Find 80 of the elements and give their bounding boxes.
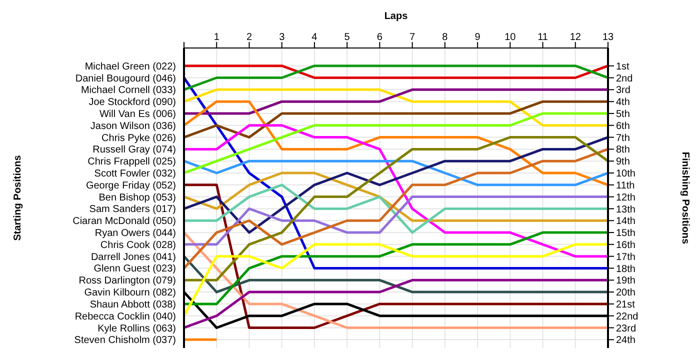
line-series (184, 184, 608, 234)
line-series (184, 136, 608, 234)
y-tick-label: 17th (616, 252, 636, 263)
series-label: Ciaran McDonald (050) (72, 216, 176, 228)
series-label: Jason Wilson (036) (90, 120, 176, 132)
y-tick-label: 8th (616, 144, 630, 156)
y-tick-label: 23rd (616, 323, 636, 334)
x-tick-label: 4 (312, 32, 318, 43)
series-label: Scott Fowler (032) (94, 168, 176, 180)
series-label: Daniel Bougourd (046) (75, 73, 176, 84)
series-label: George Friday (052) (86, 180, 176, 192)
series-label: Michael Green (022) (84, 61, 176, 72)
series-label: Ben Bishop (053) (98, 192, 176, 204)
line-series (184, 100, 608, 139)
y-tick-label: 3rd (616, 85, 630, 96)
x-axis-title: Laps (384, 11, 408, 22)
line-series (184, 100, 608, 186)
x-tick-label: 1 (214, 32, 220, 43)
y-tick-label: 1st (616, 61, 630, 72)
series-label: Shaun Abbott (038) (90, 299, 176, 310)
y-tick-label: 15th (616, 228, 636, 240)
line-series (184, 112, 608, 174)
line-series (184, 124, 608, 258)
y-tick-label: 12th (616, 192, 636, 204)
series-label: Michael Cornell (033) (80, 85, 176, 96)
series-label: Chris Frappell (025) (88, 156, 176, 168)
text: Starting Positions (12, 155, 24, 241)
line-series (184, 76, 608, 270)
y-tick-label: 2nd (616, 73, 633, 84)
x-tick-label: 6 (376, 32, 383, 43)
series-label: Sam Sanders (017) (89, 204, 176, 216)
series-label: Rebecca Cocklin (040) (74, 311, 176, 322)
series-label: Ryan Owers (044) (94, 228, 176, 240)
series-label: Joe Stockford (090) (88, 97, 176, 108)
y-tick-label: 19th (616, 276, 636, 287)
x-tick-label: 8 (442, 32, 448, 43)
line-series (184, 184, 608, 330)
y-tick-label: 11th (616, 180, 635, 192)
line-series (184, 136, 608, 282)
x-tick-label: 11 (538, 32, 548, 43)
y-tick-label: 13th (616, 204, 636, 216)
x-tick-label: 12 (570, 32, 582, 43)
y-tick-label: 6th (616, 120, 630, 132)
x-tick-label: 7 (410, 32, 416, 43)
y-tick-label: 4th (616, 97, 630, 108)
y-tick-label: 7th (616, 132, 630, 144)
line-series (184, 231, 608, 306)
y-tick-label: 24th (616, 335, 636, 346)
y-tick-label: 14th (616, 216, 636, 228)
line-series (184, 231, 608, 330)
series-label: Darrell Jones (041) (90, 252, 176, 263)
series-label: Glenn Guest (023) (94, 264, 176, 275)
line-series (184, 172, 608, 222)
line-series (184, 196, 608, 246)
y-tick-label: 22nd (616, 311, 638, 322)
y-axis-title: Finishing Positions (679, 152, 690, 245)
y-tick-label: 10th (616, 168, 636, 180)
y-tick-label: 21st (616, 300, 636, 310)
line-series (184, 148, 608, 270)
y-tick-label: 5th (616, 109, 630, 120)
line-series (184, 278, 608, 330)
series-label: Will Van Es (006) (99, 108, 176, 120)
series-label: Ross Darlington (079) (78, 276, 176, 287)
x-tick-label: 5 (344, 32, 350, 43)
y-tick-label: 18th (616, 264, 636, 275)
series-label: Russell Gray (074) (92, 144, 176, 156)
x-tick-label: 10 (504, 32, 516, 43)
line-series (184, 243, 608, 318)
y-tick-label: 16th (616, 240, 636, 251)
series-label: Gavin Kilbourn (082) (84, 288, 176, 299)
x-tick-label: 9 (474, 32, 481, 43)
x-tick-label: 3 (279, 32, 286, 43)
x-tick-label: 13 (602, 32, 614, 43)
x-tick-label: 2 (246, 32, 252, 43)
y-tick-label: 20th (616, 288, 636, 299)
series-label: Chris Pyke (026) (102, 132, 176, 144)
y-tick-label: 9th (616, 156, 630, 168)
series-label: Steven Chisholm (037) (74, 335, 176, 346)
series-label: Chris Cook (028) (100, 240, 176, 251)
series-label: Kyle Rollins (063) (98, 323, 176, 334)
